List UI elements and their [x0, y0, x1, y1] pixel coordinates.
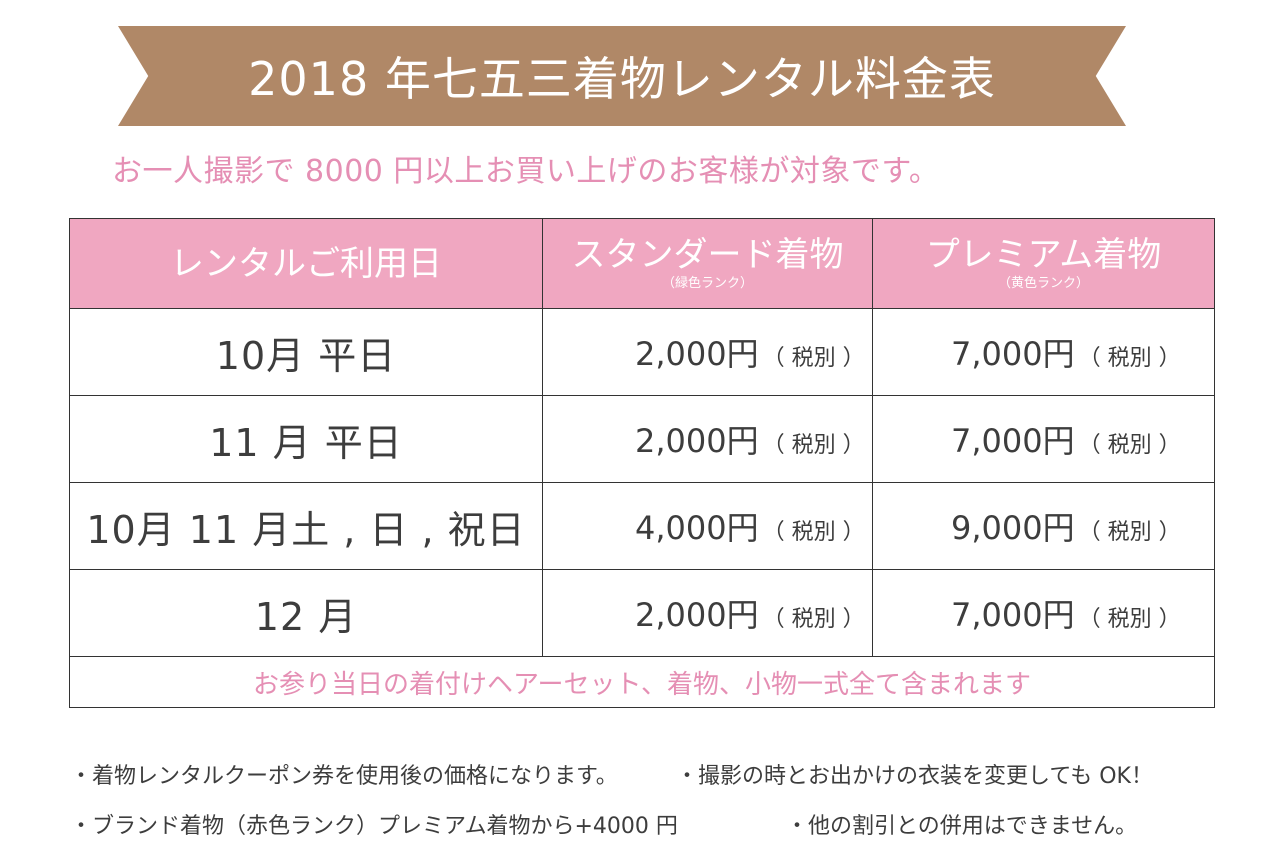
tax-note: （ 税別 ）	[1078, 607, 1181, 632]
standard-price: 2,000円	[635, 335, 759, 373]
header-rank-note: （緑色ランク）	[661, 275, 753, 291]
standard-price-cell: 4,000円（ 税別 ）	[542, 482, 873, 570]
rental-date-cell: 10月 11 月土 , 日 , 祝日	[69, 482, 543, 570]
table-row: 12 月 2,000円（ 税別 ） 7,000円（ 税別 ）	[69, 569, 1215, 657]
premium-price-cell: 9,000円（ 税別 ）	[872, 482, 1215, 570]
note-costume-change: ・撮影の時とお出かけの衣装を変更しても OK！	[676, 764, 1153, 789]
header-rental-date: レンタルご利用日	[69, 218, 543, 309]
premium-price-cell: 7,000円（ 税別 ）	[872, 308, 1215, 396]
tax-note: （ 税別 ）	[762, 607, 865, 632]
header-standard-kimono: スタンダード着物 （緑色ランク）	[542, 218, 873, 309]
note-coupon: ・着物レンタルクーポン券を使用後の価格になります。	[70, 764, 618, 789]
tax-note: （ 税別 ）	[1078, 520, 1181, 545]
standard-price-cell: 2,000円（ 税別 ）	[542, 569, 873, 657]
header-label: レンタルご利用日	[170, 243, 442, 284]
premium-price: 7,000円	[951, 335, 1075, 373]
rental-date-cell: 11 月 平日	[69, 395, 543, 483]
header-label: スタンダード着物	[571, 234, 844, 275]
premium-price: 7,000円	[951, 596, 1075, 634]
premium-price: 9,000円	[951, 509, 1075, 547]
title-banner: 2018 年七五三着物レンタル料金表	[118, 26, 1126, 126]
rental-date-cell: 12 月	[69, 569, 543, 657]
tax-note: （ 税別 ）	[1078, 433, 1181, 458]
subtitle: お一人撮影で 8000 円以上お買い上げのお客様が対象です。	[112, 154, 940, 189]
tax-note: （ 税別 ）	[762, 433, 865, 458]
table-row: 10月 平日 2,000円（ 税別 ） 7,000円（ 税別 ）	[69, 308, 1215, 396]
page-title: 2018 年七五三着物レンタル料金表	[248, 52, 996, 106]
table-footer-row: お参り当日の着付けヘアーセット、着物、小物一式全て含まれます	[69, 656, 1215, 708]
standard-price: 4,000円	[635, 509, 759, 547]
rental-date-cell: 10月 平日	[69, 308, 543, 396]
standard-price: 2,000円	[635, 596, 759, 634]
standard-price-cell: 2,000円（ 税別 ）	[542, 395, 873, 483]
table-header-row: レンタルご利用日 スタンダード着物 （緑色ランク） プレミアム着物 （黄色ランク…	[69, 218, 1215, 309]
tax-note: （ 税別 ）	[762, 346, 865, 371]
table-row: 10月 11 月土 , 日 , 祝日 4,000円（ 税別 ） 9,000円（ …	[69, 482, 1215, 570]
header-premium-kimono: プレミアム着物 （黄色ランク）	[872, 218, 1215, 309]
note-brand-kimono: ・ブランド着物（赤色ランク）プレミアム着物から+4000 円	[70, 814, 678, 839]
premium-price: 7,000円	[951, 422, 1075, 460]
tax-note: （ 税別 ）	[1078, 346, 1181, 371]
premium-price-cell: 7,000円（ 税別 ）	[872, 395, 1215, 483]
header-rank-note: （黄色ランク）	[997, 275, 1089, 291]
price-table: レンタルご利用日 スタンダード着物 （緑色ランク） プレミアム着物 （黄色ランク…	[69, 218, 1215, 708]
standard-price-cell: 2,000円（ 税別 ）	[542, 308, 873, 396]
premium-price-cell: 7,000円（ 税別 ）	[872, 569, 1215, 657]
header-label: プレミアム着物	[925, 234, 1162, 275]
tax-note: （ 税別 ）	[762, 520, 865, 545]
standard-price: 2,000円	[635, 422, 759, 460]
table-row: 11 月 平日 2,000円（ 税別 ） 7,000円（ 税別 ）	[69, 395, 1215, 483]
included-items-note: お参り当日の着付けヘアーセット、着物、小物一式全て含まれます	[69, 656, 1215, 708]
note-no-discount-combo: ・他の割引との併用はできません。	[786, 814, 1138, 839]
